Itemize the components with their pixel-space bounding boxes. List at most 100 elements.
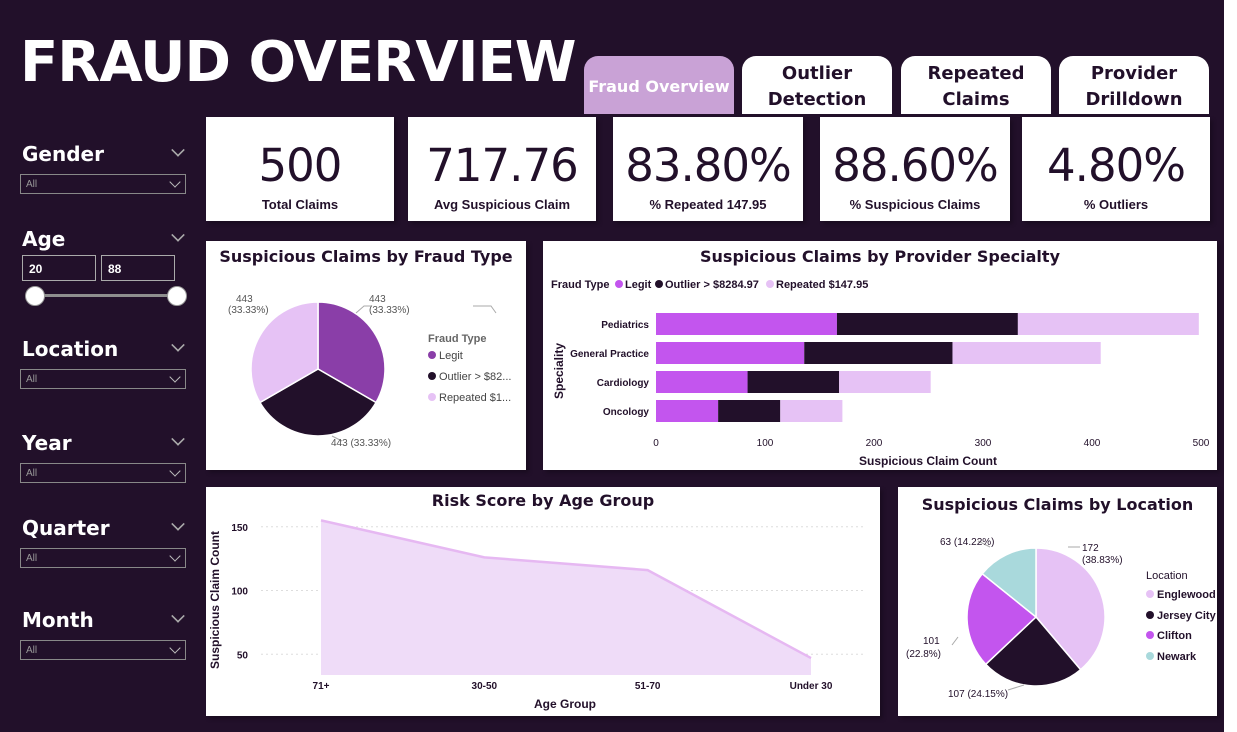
pie-slice-jersey-city[interactable]: [984, 615, 1082, 687]
kpi-value: 717.76: [426, 139, 578, 192]
legend-item-clifton[interactable]: Clifton: [1157, 630, 1192, 642]
pie-slice-repeated[interactable]: [250, 301, 319, 404]
x-axis-label: Suspicious Claim Count: [859, 454, 997, 468]
tab-provider-drilldown[interactable]: Provider Drilldown: [1059, 56, 1209, 114]
x-tick-label: 300: [975, 438, 992, 449]
age-max-input[interactable]: 88: [101, 255, 175, 281]
legend-marker-repeated: [766, 280, 774, 288]
age-slider-min-handle[interactable]: [25, 286, 45, 306]
x-tick-label: 51-70: [635, 681, 661, 692]
slice-pct-englewood: (38.83%): [1082, 555, 1123, 566]
slicer-label: Location: [22, 337, 119, 361]
bar-oncology-2[interactable]: [780, 400, 843, 422]
quarter-dropdown[interactable]: All: [20, 548, 186, 568]
label-leader-line: [355, 305, 372, 314]
slice-label-clifton: 101: [923, 636, 940, 647]
age-slider-max-handle[interactable]: [167, 286, 187, 306]
legend-item-newark[interactable]: Newark: [1157, 651, 1197, 663]
legend-marker-englewood: [1146, 590, 1154, 598]
legend-item-outlier[interactable]: Outlier > $8284.97: [665, 279, 759, 291]
slicer-gender: Gender All: [20, 142, 188, 194]
kpi-card-avg-suspicious-claim: 717.76 Avg Suspicious Claim: [408, 117, 596, 221]
age-min-input[interactable]: 20: [22, 255, 96, 281]
bar-pediatrics-0[interactable]: [656, 313, 837, 335]
slice-label-legit: 443: [369, 294, 386, 305]
year-dropdown[interactable]: All: [20, 463, 186, 483]
legend-marker-outlier: [428, 372, 436, 380]
slicer-year: Year All: [20, 431, 188, 483]
slice-label-jersey-city: 107 (24.15%): [948, 689, 1008, 700]
x-tick-label: Under 30: [790, 681, 833, 692]
legend-item-englewood[interactable]: Englewood: [1157, 589, 1216, 601]
slicer-label: Gender: [22, 142, 104, 166]
slice-label-newark: 63 (14.22%): [940, 537, 994, 548]
right-margin: [1224, 0, 1237, 732]
x-axis-label: Age Group: [534, 697, 596, 711]
slicer-label: Quarter: [22, 516, 110, 540]
tab-repeated-claims[interactable]: Repeated Claims: [901, 56, 1051, 114]
label-leader-line: [473, 305, 497, 314]
kpi-value: 500: [258, 139, 343, 192]
chart-title: Suspicious Claims by Location: [921, 495, 1194, 514]
bar-general-practice-1[interactable]: [804, 342, 953, 364]
legend-item-repeated[interactable]: Repeated $147.95: [776, 279, 868, 291]
tab-label: Repeated Claims: [927, 63, 1025, 110]
kpi-card-total-claims: 500 Total Claims: [206, 117, 394, 221]
bar-pediatrics-2[interactable]: [1017, 313, 1199, 335]
gender-dropdown[interactable]: All: [20, 174, 186, 194]
legend-item-legit[interactable]: Legit: [439, 350, 463, 362]
legend-marker-outlier: [655, 280, 663, 288]
x-tick-label: 30-50: [472, 681, 498, 692]
kpi-label: Total Claims: [261, 197, 339, 212]
location-pie-card: Suspicious Claims by Location 172 (38.83…: [898, 487, 1217, 716]
x-tick-label: 500: [1193, 438, 1210, 449]
tab-fraud-overview[interactable]: Fraud Overview: [584, 56, 734, 114]
slice-label-repeated: 443: [236, 294, 253, 305]
bar-cardiology-0[interactable]: [656, 371, 748, 393]
fraud-type-pie-card: Suspicious Claims by Fraud Type 443 (33.…: [206, 241, 526, 470]
tab-label: Outlier Detection: [767, 63, 867, 110]
chart-title: Suspicious Claims by Fraud Type: [219, 247, 513, 266]
label-leader-line: [951, 636, 959, 646]
fraud-type-pie-chart: 443 (33.33%) 443 (33.33%) 443 (33.33%) F…: [228, 294, 511, 449]
legend-marker-legit: [428, 351, 436, 359]
area-line[interactable]: [320, 519, 812, 660]
y-tick-label: 150: [231, 523, 248, 534]
kpi-card-outliers: 4.80% % Outliers: [1022, 117, 1210, 221]
slice-pct-legit: (33.33%): [369, 305, 410, 316]
x-tick-label: 200: [866, 438, 883, 449]
kpi-label: % Repeated 147.95: [649, 197, 767, 212]
chart-title: Risk Score by Age Group: [431, 491, 655, 510]
bar-oncology-1[interactable]: [718, 400, 781, 422]
category-label: General Practice: [570, 349, 649, 360]
x-tick-label: 400: [1084, 438, 1101, 449]
slice-pct-clifton: (22.8%): [906, 649, 941, 660]
month-dropdown[interactable]: All: [20, 640, 186, 660]
location-dropdown[interactable]: All: [20, 369, 186, 389]
label-leader-line: [1007, 684, 1025, 691]
pie-slice-clifton[interactable]: [966, 572, 1038, 666]
pie-slice-englewood[interactable]: [1035, 547, 1106, 671]
legend-item-repeated[interactable]: Repeated $1...: [439, 392, 511, 404]
pie-slice-legit[interactable]: [317, 301, 386, 404]
bar-general-practice-2[interactable]: [952, 342, 1101, 364]
bar-general-practice-0[interactable]: [656, 342, 805, 364]
category-label: Pediatrics: [601, 320, 649, 331]
bar-cardiology-2[interactable]: [839, 371, 931, 393]
age-slider-track[interactable]: [34, 294, 179, 297]
bar-oncology-0[interactable]: [656, 400, 719, 422]
label-leader-line: [331, 435, 343, 442]
pie-slice-newark[interactable]: [981, 547, 1037, 619]
label-leader-line: [977, 540, 991, 548]
risk-score-area-chart: 150 100 50 71+ 30-50 51-70 Under 30 Suspiciou…: [208, 519, 866, 711]
tab-outlier-detection[interactable]: Outlier Detection: [742, 56, 892, 114]
bar-cardiology-1[interactable]: [747, 371, 840, 393]
y-tick-label: 50: [237, 650, 249, 661]
category-label: Cardiology: [597, 378, 650, 389]
bar-pediatrics-1[interactable]: [836, 313, 1018, 335]
y-axis-label: Speciality: [552, 343, 566, 399]
legend-item-legit[interactable]: Legit: [625, 279, 652, 291]
legend-item-outlier[interactable]: Outlier > $82...: [439, 371, 511, 383]
legend-item-jersey-city[interactable]: Jersey City: [1157, 610, 1217, 622]
pie-slice-outlier[interactable]: [258, 368, 378, 437]
